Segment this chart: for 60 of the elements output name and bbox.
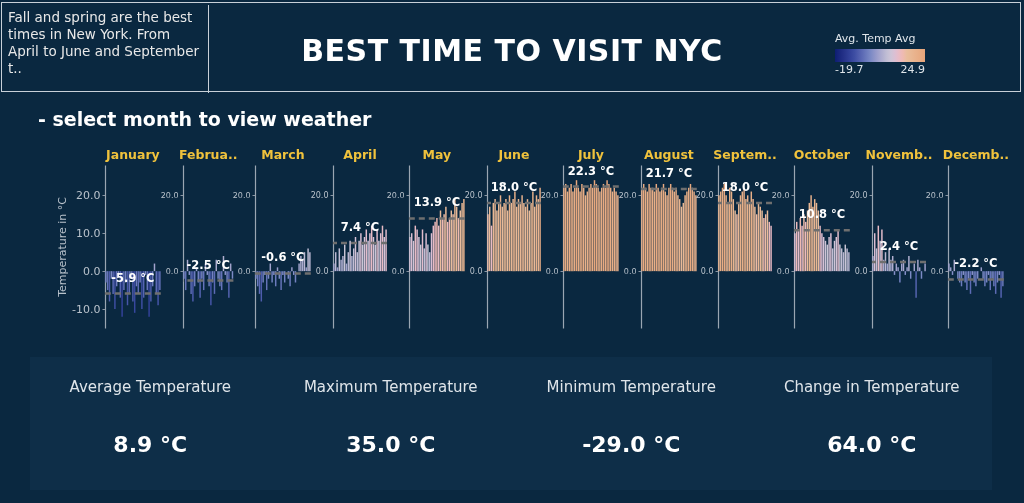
y-tick-label: 0.0 (83, 264, 101, 278)
y-tick-label: 20.0 (925, 190, 944, 200)
y-tick-label: 0.0 (701, 266, 714, 276)
y-tick-label: 20.0 (160, 190, 179, 200)
color-bar-label: 24.9 (900, 63, 925, 76)
text: 35.0 °C (346, 432, 436, 457)
y-tick-label: 20.0 (849, 190, 868, 200)
text: 64.0 °C (827, 432, 917, 457)
ref-line-label: -2.2 °C (954, 256, 998, 271)
chart-title: Novemb.. (865, 147, 933, 162)
y-tick-label: 0.0 (930, 266, 944, 276)
color-bar-label: -19.7 (835, 63, 864, 76)
text: -29.0 °C (582, 432, 681, 457)
chart-title: April (343, 147, 377, 162)
y-tick-label: -10.0 (72, 302, 101, 316)
chart-title: Decemb.. (943, 147, 1010, 162)
category-label: Average Temperature (69, 378, 231, 396)
y-tick-label: 0.0 (391, 266, 405, 276)
y-tick-label: 0.0 (777, 266, 790, 276)
y-tick-label: 20.0 (772, 190, 790, 200)
y-tick-label: 20.0 (310, 190, 329, 200)
ref-line-label: -5.9 °C (111, 270, 155, 285)
chart-title: Februa.. (178, 147, 238, 163)
y-tick-label: 0.0 (854, 266, 868, 276)
y-tick-label: 10.0 (76, 226, 101, 240)
ref-line-label: 22.3 °C (567, 163, 614, 178)
chart-title: August (643, 147, 694, 162)
y-tick-label: 0.0 (237, 266, 251, 276)
y-tick-label: 20.0 (696, 190, 714, 200)
y-tick-label: 0.0 (315, 266, 329, 276)
text: Fall and spring are the best times in New York. From April to June and September t.. (3, 5, 209, 93)
ref-line-label: 21.7 °C (645, 165, 692, 180)
category-label: Change in Temperature (783, 378, 960, 396)
y-tick-label: 20.0 (232, 190, 251, 200)
y-tick-label: 0.0 (165, 266, 179, 276)
chart-title: March (261, 147, 305, 162)
y-tick-label: 20.0 (464, 190, 483, 200)
color-bar-title: Avg. Temp Avg (835, 32, 916, 45)
chart-title: June (497, 147, 530, 162)
chart-title: January (105, 147, 160, 162)
category-label: Minimum Temperature (546, 378, 716, 396)
y-tick-label: 0.0 (469, 266, 483, 276)
y-tick-label: 20.0 (386, 190, 405, 200)
category-label: Maximum Temperature (303, 378, 478, 396)
y-tick-label: 0.0 (545, 266, 559, 276)
text: 8.9 °C (113, 432, 188, 457)
ref-line-label: 7.4 °C (340, 220, 380, 235)
y-tick-label: 20.0 (618, 190, 637, 200)
y-tick-label: 20.0 (540, 190, 559, 200)
chart-title: May (422, 147, 452, 162)
chart-title: October (794, 147, 852, 162)
ref-line-label: 18.0 °C (490, 179, 538, 194)
chart-title: July (576, 147, 604, 162)
chart-title: Septem.. (713, 147, 778, 162)
ref-line-label: -0.6 °C (261, 250, 305, 265)
text: BEST TIME TO VISIT NYC (300, 33, 724, 68)
text: - select month to view weather (38, 108, 372, 130)
y-tick-label: 0.0 (623, 266, 637, 276)
y-tick-label: 20.0 (76, 188, 101, 202)
y-axis-title: Temperature in °C (56, 196, 70, 298)
